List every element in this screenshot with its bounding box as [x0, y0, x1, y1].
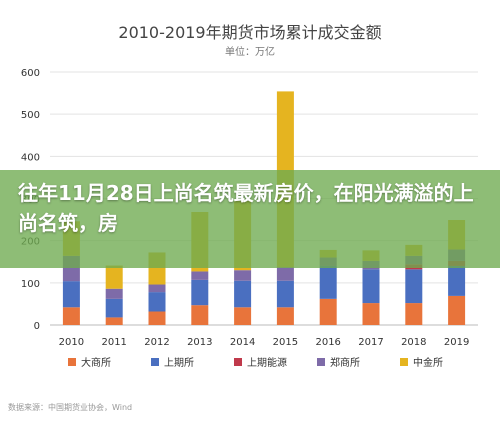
bar-segment-2016-series-0 — [319, 298, 337, 325]
bar-segment-2012-series-1 — [148, 292, 166, 312]
x-tick-label: 2017 — [358, 337, 383, 348]
x-tick-label: 2012 — [144, 337, 169, 348]
legend-swatch — [400, 358, 408, 366]
bar-segment-2018-series-0 — [405, 303, 423, 325]
legend-swatch — [234, 358, 242, 366]
x-tick-label: 2015 — [273, 337, 298, 348]
bar-segment-2014-series-0 — [234, 307, 252, 325]
bar-segment-2013-series-3 — [191, 271, 209, 280]
bar-segment-2012-series-0 — [148, 311, 166, 325]
bar-segment-2014-series-3 — [234, 270, 252, 281]
y-tick-label: 100 — [21, 279, 40, 290]
bar-segment-2016-series-1 — [319, 265, 337, 299]
bar-segment-2011-series-1 — [105, 298, 123, 318]
x-tick-label: 2014 — [230, 337, 255, 348]
legend-label: 上期所 — [164, 357, 194, 369]
legend-label: 上期能源 — [247, 356, 287, 369]
legend-swatch — [68, 358, 76, 366]
x-axis-ticks: 2010 2011 2012 2013 2014 2015 2016 2017 2018 2019 — [59, 337, 470, 348]
y-tick-label: 400 — [21, 152, 40, 163]
bar-segment-2019-series-1 — [448, 265, 466, 296]
legend: 大商所 上期所 上期能源 郑商所 中金所 — [68, 356, 443, 369]
y-tick-label: 0 — [34, 321, 40, 332]
bar-segment-2013-series-1 — [191, 279, 209, 306]
y-tick-label: 500 — [21, 110, 40, 121]
x-tick-label: 2013 — [187, 337, 212, 348]
bar-segment-2018-series-1 — [405, 269, 423, 304]
bar-segment-2019-series-0 — [448, 295, 466, 325]
x-tick-label: 2016 — [315, 337, 340, 348]
x-tick-label: 2019 — [444, 337, 469, 348]
x-tick-label: 2010 — [59, 337, 84, 348]
bar-segment-2014-series-1 — [234, 280, 252, 308]
chart-subtitle: 单位：万亿 — [225, 45, 275, 58]
bar-segment-2011-series-4 — [105, 265, 123, 289]
y-tick-label: 600 — [21, 68, 40, 79]
chart-title: 2010-2019年期货市场累计成交金额 — [118, 23, 381, 42]
x-tick-label: 2018 — [401, 337, 426, 348]
bar-segment-2015-series-3 — [276, 267, 294, 281]
legend-label: 中金所 — [413, 356, 443, 369]
data-source-note: 数据来源：中国期货业协会，Wind — [8, 402, 132, 412]
bar-segment-2010-series-1 — [62, 281, 80, 308]
bar-segment-2015-series-1 — [276, 280, 294, 308]
bar-segment-2013-series-0 — [191, 305, 209, 325]
x-tick-label: 2011 — [101, 337, 126, 348]
legend-swatch — [151, 358, 159, 366]
bar-segment-2017-series-1 — [362, 269, 380, 304]
legend-label: 大商所 — [81, 356, 111, 369]
bar-segment-2010-series-0 — [62, 307, 80, 325]
bar-segment-2011-series-3 — [105, 288, 123, 299]
headline-banner: 往年11月28日上尚名筑最新房价，在阳光满溢的上尚名筑，房 — [0, 170, 500, 268]
bar-segment-2015-series-0 — [276, 307, 294, 325]
bar-segment-2012-series-3 — [148, 284, 166, 293]
legend-swatch — [317, 358, 325, 366]
bar-segment-2017-series-0 — [362, 303, 380, 325]
bar-segment-2011-series-0 — [105, 317, 123, 325]
legend-label: 郑商所 — [330, 356, 360, 369]
